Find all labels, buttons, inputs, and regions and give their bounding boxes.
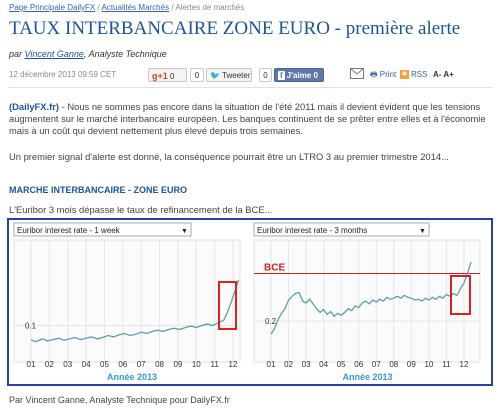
x-tick-label: 06 bbox=[354, 360, 363, 369]
author-link[interactable]: Vincent Ganne bbox=[24, 49, 84, 59]
x-tick-label: 12 bbox=[229, 360, 238, 369]
highlight-box bbox=[450, 275, 471, 315]
x-axis-title: Année 2013 bbox=[342, 372, 392, 382]
breadcrumb-home[interactable]: Page Principale DailyFX bbox=[9, 3, 96, 12]
x-tick-label: 09 bbox=[407, 360, 416, 369]
euribor-chart-2: Euribor interest rate - 3 months ▼ 0.2 BCE 0… bbox=[253, 222, 481, 382]
dropdown-box bbox=[253, 222, 430, 237]
x-tick-label: 10 bbox=[424, 360, 433, 369]
like-count: 0 bbox=[313, 71, 318, 80]
tweet-button[interactable]: 🐦 Tweeter bbox=[206, 68, 252, 82]
alert-paragraph: Un premier signal d'alerte est donné, la… bbox=[9, 151, 449, 162]
x-tick-label: 02 bbox=[284, 360, 293, 369]
article-signature: Par Vincent Ganne, Analyste Technique po… bbox=[9, 395, 230, 405]
plot-area bbox=[13, 239, 241, 363]
print-button[interactable]: 🖶 Print bbox=[370, 68, 396, 82]
x-tick-label: 07 bbox=[372, 360, 381, 369]
chart-series-dropdown[interactable]: Euribor interest rate - 1 week ▼ bbox=[13, 222, 192, 237]
x-tick-label: 01 bbox=[267, 360, 276, 369]
euribor-chart-1: Euribor interest rate - 1 week ▼ 0.1 01 02 03… bbox=[13, 222, 241, 382]
plot-area bbox=[253, 239, 481, 363]
y-tick-label: 0.2 bbox=[265, 317, 277, 326]
tweet-count: 0 bbox=[190, 68, 204, 82]
page-title: TAUX INTERBANCAIRE ZONE EURO - première … bbox=[9, 18, 461, 39]
google-plus-button[interactable]: g+1 0 bbox=[148, 68, 187, 82]
x-tick-label: 02 bbox=[45, 360, 54, 369]
charts-frame: Euribor interest rate - 1 week ▼ 0.1 01 02 03… bbox=[7, 218, 493, 386]
x-tick-label: 08 bbox=[155, 360, 164, 369]
dropdown-value: Euribor interest rate - 3 months bbox=[257, 226, 367, 235]
x-tick-label: 06 bbox=[118, 360, 127, 369]
x-tick-label: 09 bbox=[173, 360, 182, 369]
intro-paragraph: (DailyFX.fr) - Nous ne sommes pas encore… bbox=[9, 101, 493, 137]
euribor-series-line bbox=[30, 279, 240, 343]
x-tick-label: 12 bbox=[460, 360, 469, 369]
x-tick-label: 07 bbox=[137, 360, 146, 369]
x-tick-label: 11 bbox=[442, 360, 451, 369]
dropdown-box bbox=[13, 222, 192, 237]
section-title: MARCHE INTERBANCAIRE - ZONE EURO bbox=[9, 185, 188, 195]
bce-label: BCE bbox=[264, 263, 285, 274]
chevron-down-icon: ▼ bbox=[181, 228, 188, 235]
x-tick-label: 10 bbox=[192, 360, 201, 369]
breadcrumb-separator: / bbox=[95, 3, 102, 12]
facebook-like-button[interactable]: f J'aime 0 bbox=[274, 68, 324, 82]
x-tick-label: 04 bbox=[82, 360, 91, 369]
euribor-series-line bbox=[270, 261, 472, 335]
y-tick-label: 0.1 bbox=[25, 321, 37, 330]
rss-label: RSS bbox=[411, 70, 428, 79]
facebook-icon: f bbox=[278, 71, 285, 80]
breadcrumb: Page Principale DailyFX / Actualités Mar… bbox=[9, 3, 244, 12]
print-label: Print bbox=[379, 70, 397, 79]
font-size-controls[interactable]: A- A+ bbox=[433, 70, 454, 79]
email-icon[interactable] bbox=[350, 68, 366, 82]
facebook-count: 0 bbox=[259, 68, 272, 82]
breadcrumb-market-news[interactable]: Actualités Marchés bbox=[101, 3, 170, 12]
intro-text: - Nous ne sommes pas encore dans la situ… bbox=[9, 101, 486, 136]
chevron-down-icon: ▼ bbox=[419, 228, 426, 235]
source-label: (DailyFX.fr) bbox=[9, 101, 60, 112]
breadcrumb-separator: / bbox=[169, 3, 176, 12]
chart-series-dropdown[interactable]: Euribor interest rate - 3 months ▼ bbox=[253, 222, 430, 237]
x-tick-label: 05 bbox=[100, 360, 109, 369]
highlight-box bbox=[218, 281, 237, 330]
x-tick-label: 04 bbox=[319, 360, 328, 369]
rss-icon: ◉ bbox=[400, 70, 409, 80]
chart-caption: L'Euribor 3 mois dépasse le taux de refi… bbox=[9, 204, 273, 215]
rss-button[interactable]: ◉ RSS bbox=[400, 68, 427, 82]
breadcrumb-current: Alertes de marchés bbox=[175, 3, 245, 12]
publish-date: 12 décembre 2013 09:59 CET bbox=[9, 70, 117, 79]
x-tick-label: 11 bbox=[210, 360, 219, 369]
x-tick-label: 08 bbox=[389, 360, 398, 369]
like-label: J'aime bbox=[286, 71, 312, 80]
divider bbox=[9, 87, 493, 88]
byline-prefix: par bbox=[9, 49, 23, 59]
printer-icon: 🖶 bbox=[370, 70, 378, 79]
author-role: , Analyste Technique bbox=[83, 49, 167, 59]
tweet-label: Tweeter bbox=[222, 71, 251, 80]
euribor-charts: Euribor interest rate - 1 week ▼ 0.1 01 02 03… bbox=[13, 222, 481, 382]
x-tick-label: 03 bbox=[302, 360, 311, 369]
x-axis-title: Année 2013 bbox=[107, 372, 157, 382]
x-tick-label: 03 bbox=[63, 360, 72, 369]
share-toolbar: 12 décembre 2013 09:59 CET g+1 0 0 🐦 Twe… bbox=[9, 67, 493, 85]
twitter-bird-icon: 🐦 bbox=[210, 71, 220, 80]
google-plus-icon: g+1 bbox=[152, 71, 168, 81]
x-tick-label: 05 bbox=[337, 360, 346, 369]
google-plus-count: 0 bbox=[170, 72, 175, 81]
dropdown-value: Euribor interest rate - 1 week bbox=[17, 226, 121, 235]
byline: par Vincent Ganne, Analyste Technique bbox=[9, 49, 167, 59]
x-tick-label: 01 bbox=[27, 360, 36, 369]
